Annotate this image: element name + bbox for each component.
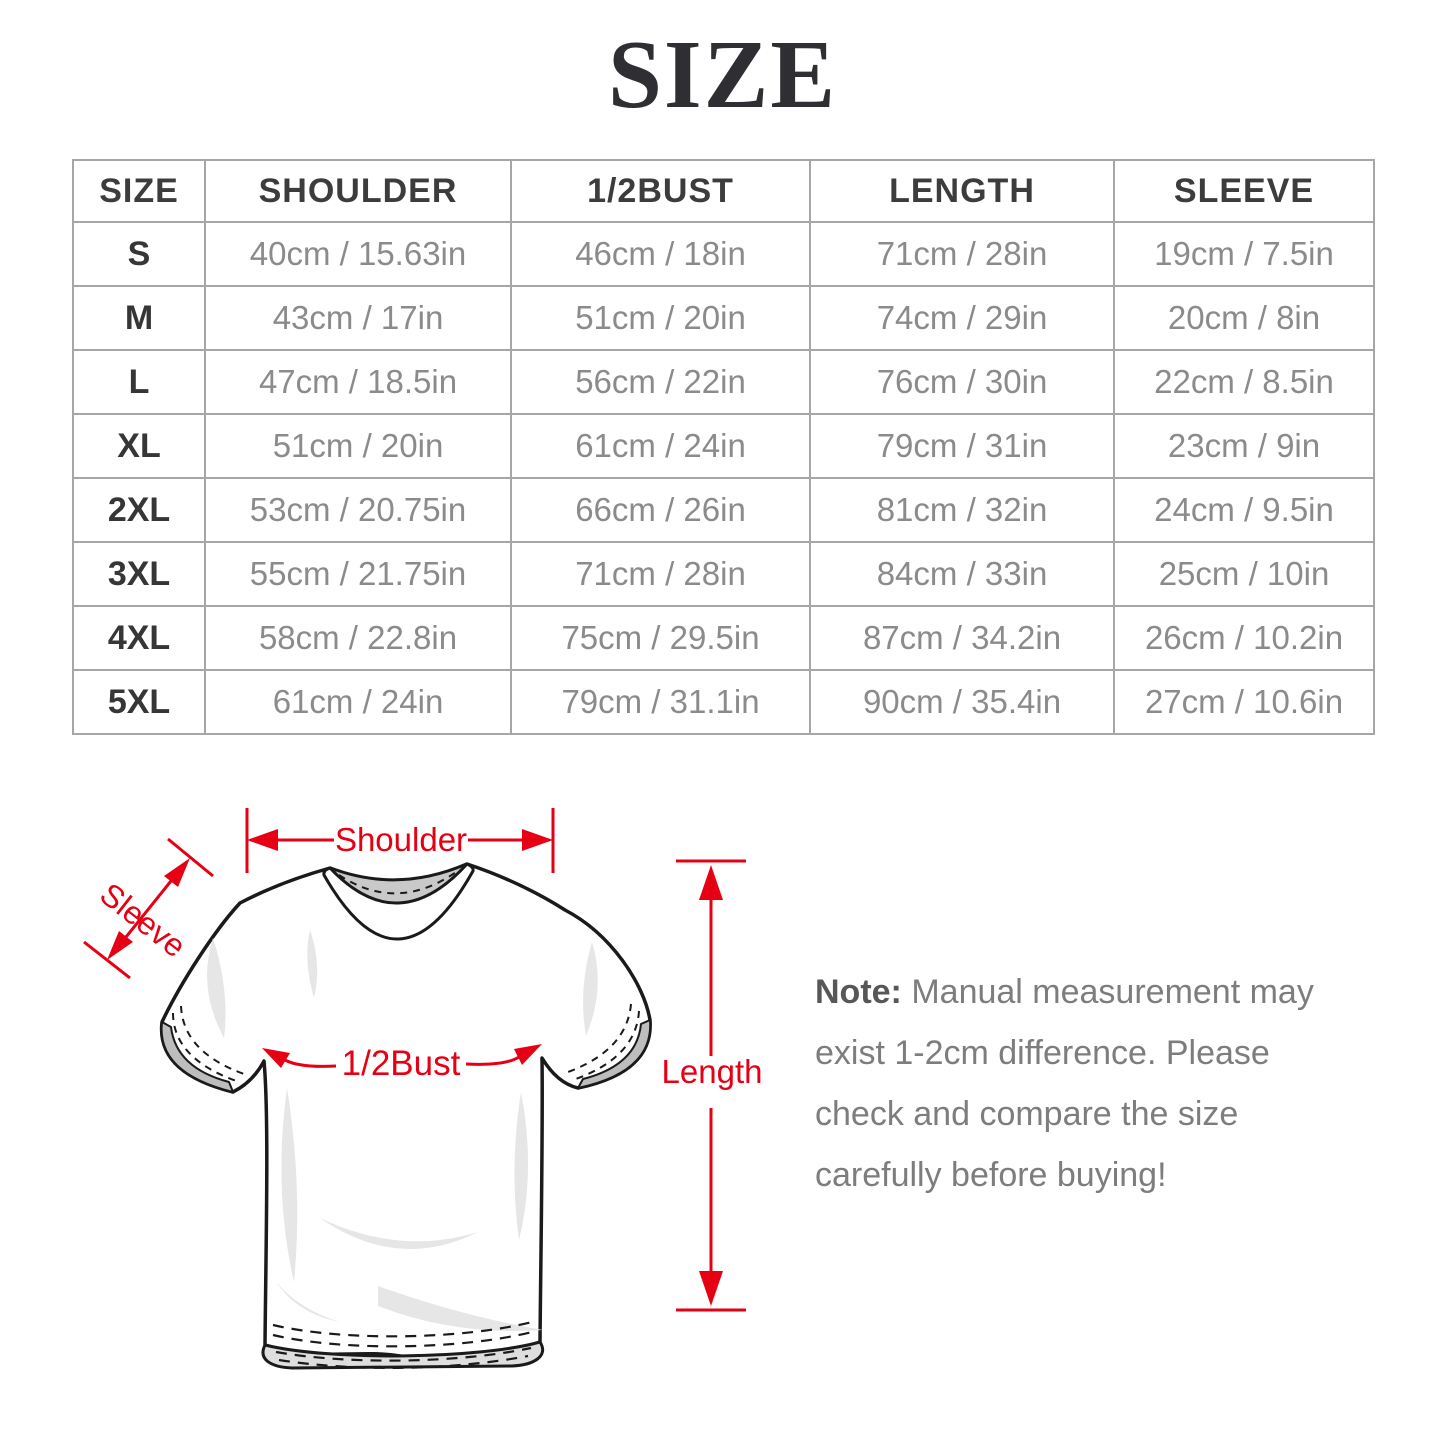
column-header-1: SHOULDER [204, 159, 512, 223]
table-row: 5XL 61cm / 24in 79cm / 31.1in 90cm / 35.4in… [72, 669, 1375, 735]
cell-shoulder: 43cm / 17in [204, 285, 512, 351]
shoulder-label: Shoulder [335, 821, 467, 858]
right-cuff [577, 1019, 652, 1089]
half-bust-arrow: 1/2Bust [262, 1044, 542, 1083]
cell-half_bust: 66cm / 26in [510, 477, 811, 543]
hem-band [261, 1340, 545, 1370]
column-header-2: 1/2BUST [510, 159, 811, 223]
table-row: L 47cm / 18.5in 56cm / 22in 76cm / 30in 22cm… [72, 349, 1375, 415]
size-table: SIZE SHOULDER 1/2BUST LENGTH SLEEVE S 40cm / … [72, 159, 1375, 735]
table-row: XL 51cm / 20in 61cm / 24in 79cm / 31in 23cm … [72, 413, 1375, 479]
cell-shoulder: 40cm / 15.63in [204, 221, 512, 287]
cell-sleeve: 25cm / 10in [1113, 541, 1375, 607]
tshirt-drawing [159, 862, 652, 1370]
cell-half_bust: 75cm / 29.5in [510, 605, 811, 671]
cell-shoulder: 55cm / 21.75in [204, 541, 512, 607]
cell-half_bust: 79cm / 31.1in [510, 669, 811, 735]
column-header-3: LENGTH [809, 159, 1115, 223]
cell-size: 4XL [72, 605, 206, 671]
cell-half_bust: 61cm / 24in [510, 413, 811, 479]
note-body: Manual measurement may exist 1-2cm diffe… [815, 973, 1314, 1194]
cell-size: M [72, 285, 206, 351]
cell-sleeve: 23cm / 9in [1113, 413, 1375, 479]
column-header-4: SLEEVE [1113, 159, 1375, 223]
cell-length: 76cm / 30in [809, 349, 1115, 415]
column-header-0: SIZE [72, 159, 206, 223]
sleeve-label: Sleeve [93, 876, 192, 965]
collar-ring [322, 862, 475, 941]
cell-sleeve: 24cm / 9.5in [1113, 477, 1375, 543]
cell-shoulder: 53cm / 20.75in [204, 477, 512, 543]
note-text: Note: Manual measurement may exist 1-2cm… [815, 962, 1345, 1206]
table-row: 4XL 58cm / 22.8in 75cm / 29.5in 87cm / 34.2… [72, 605, 1375, 671]
cell-shoulder: 51cm / 20in [204, 413, 512, 479]
cell-size: S [72, 221, 206, 287]
sleeve-arrow: Sleeve [83, 837, 214, 980]
cell-sleeve: 20cm / 8in [1113, 285, 1375, 351]
tshirt-measurement-diagram: Shoulder Sleeve 1/2Bust Length [83, 808, 763, 1370]
cell-half_bust: 56cm / 22in [510, 349, 811, 415]
note-label: Note: [815, 973, 902, 1011]
length-arrow: Length [662, 859, 763, 1312]
cell-size: XL [72, 413, 206, 479]
page-title: SIZE [607, 21, 838, 128]
cell-length: 87cm / 34.2in [809, 605, 1115, 671]
cell-size: L [72, 349, 206, 415]
cell-sleeve: 22cm / 8.5in [1113, 349, 1375, 415]
cell-shoulder: 58cm / 22.8in [204, 605, 512, 671]
table-row: 3XL 55cm / 21.75in 71cm / 28in 84cm / 33in 2… [72, 541, 1375, 607]
cell-shoulder: 61cm / 24in [204, 669, 512, 735]
table-body: S 40cm / 15.63in 46cm / 18in 71cm / 28in 19c… [72, 221, 1375, 735]
table-row: M 43cm / 17in 51cm / 20in 74cm / 29in 20cm /… [72, 285, 1375, 351]
cell-size: 2XL [72, 477, 206, 543]
cell-length: 84cm / 33in [809, 541, 1115, 607]
cell-size: 3XL [72, 541, 206, 607]
table-row: 2XL 53cm / 20.75in 66cm / 26in 81cm / 32in 2… [72, 477, 1375, 543]
half-bust-label: 1/2Bust [342, 1044, 461, 1083]
cell-sleeve: 26cm / 10.2in [1113, 605, 1375, 671]
cell-shoulder: 47cm / 18.5in [204, 349, 512, 415]
cell-length: 74cm / 29in [809, 285, 1115, 351]
cell-length: 81cm / 32in [809, 477, 1115, 543]
cell-sleeve: 27cm / 10.6in [1113, 669, 1375, 735]
left-cuff [160, 1021, 234, 1093]
length-label: Length [662, 1053, 763, 1090]
cell-length: 71cm / 28in [809, 221, 1115, 287]
header-row: SIZE SHOULDER 1/2BUST LENGTH SLEEVE [72, 159, 1375, 223]
cell-size: 5XL [72, 669, 206, 735]
cell-sleeve: 19cm / 7.5in [1113, 221, 1375, 287]
cell-length: 90cm / 35.4in [809, 669, 1115, 735]
table-row: S 40cm / 15.63in 46cm / 18in 71cm / 28in 19c… [72, 221, 1375, 287]
cell-half_bust: 71cm / 28in [510, 541, 811, 607]
cell-half_bust: 46cm / 18in [510, 221, 811, 287]
cell-length: 79cm / 31in [809, 413, 1115, 479]
shoulder-arrow: Shoulder [245, 808, 555, 873]
cell-half_bust: 51cm / 20in [510, 285, 811, 351]
